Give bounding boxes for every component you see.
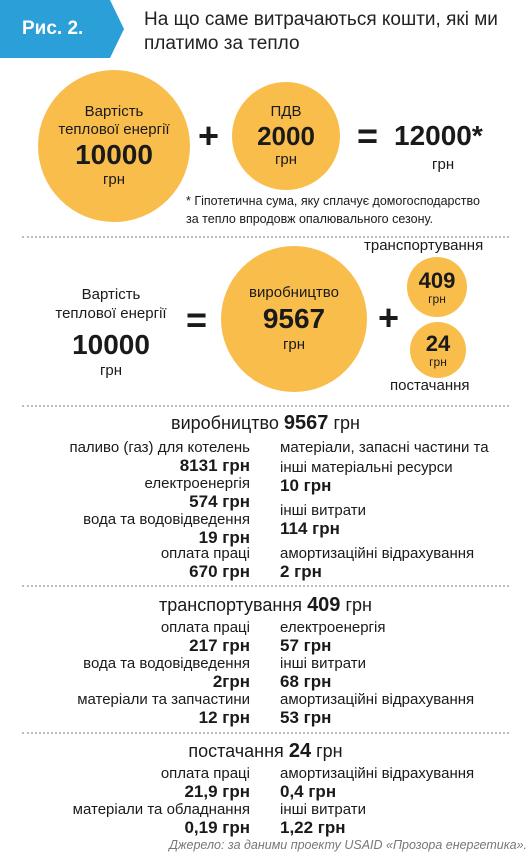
heat-cost-label-line1: Вартість [81, 286, 141, 303]
transport-title-unit: грн [345, 595, 372, 615]
electricity-value: 574 грн [189, 492, 250, 511]
transport-circle: 409 грн [407, 257, 467, 317]
transport-other-label: інші витрати [280, 655, 366, 672]
supply-depreciation-value: 0,4 грн [280, 782, 337, 801]
vat-unit: грн [274, 151, 298, 168]
divider [22, 585, 509, 587]
supply-other-value: 1,22 грн [280, 818, 346, 837]
depreciation-label: амортизаційні відрахування [280, 545, 475, 562]
transport-value: 409 [418, 267, 456, 293]
transport-section-title: транспортування 409 грн [0, 594, 531, 616]
supply-other-label: інші витрати [280, 801, 366, 818]
transport-water-label: вода та водовідведення [83, 655, 250, 672]
heat-cost-label-line2: теплової енергії [55, 305, 167, 322]
production-label: виробництво [249, 284, 339, 301]
supply-title-text: постачання [188, 741, 284, 761]
other-costs-label: інші витрати [280, 502, 366, 519]
fuel-label: паливо (газ) для котелень [69, 439, 250, 456]
divider [22, 236, 509, 238]
production-unit: грн [282, 336, 306, 353]
production-section-title: виробництво 9567 грн [0, 412, 531, 434]
production-value: 9567 [262, 303, 326, 334]
wages-label: оплата праці [160, 545, 250, 562]
footnote-line2: за тепло впродовж опалювального сезону. [186, 212, 433, 226]
vat-value: 2000 [257, 121, 315, 151]
heat-cost-label-line2: теплової енергії [58, 121, 170, 138]
wages-value: 670 грн [189, 562, 250, 581]
production-title-text: виробництво [171, 413, 279, 433]
supply-circle: 24 грн [410, 322, 466, 378]
vat-circle: ПДВ 2000 грн [232, 82, 340, 190]
plus-sign: + [198, 115, 220, 156]
supply-materials-label: матеріали та обладнання [72, 801, 250, 818]
production-title-unit: грн [333, 413, 360, 433]
footnote-line1: * Гіпотетична сума, яку сплачує домогосп… [186, 194, 480, 208]
water-value: 19 грн [198, 528, 250, 547]
transport-other-value: 68 грн [280, 672, 332, 691]
other-costs-value: 114 грн [280, 519, 340, 538]
figure-title-line1: На що саме витрачаються кошти, які ми [144, 9, 498, 30]
total-unit: грн [432, 156, 455, 173]
transport-materials-label: матеріали та запчастини [77, 691, 250, 708]
figure-label-arrow [110, 0, 124, 58]
supply-wages-label: оплата праці [160, 765, 250, 782]
source-note: Джерело: за даними проекту USAID «Прозор… [169, 838, 527, 852]
production-circle: виробництво 9567 грн [221, 246, 367, 392]
transport-electricity-label: електроенергія [280, 619, 386, 636]
supply-title-unit: грн [316, 741, 343, 761]
heat-cost-value: 10000 [72, 329, 150, 360]
plus-sign: + [378, 297, 400, 338]
equals-sign: = [186, 299, 208, 340]
production-title-value: 9567 [283, 412, 329, 434]
heat-cost-value: 10000 [75, 139, 153, 170]
supply-materials-value: 0,19 грн [184, 818, 250, 837]
supply-wages-value: 21,9 грн [184, 782, 250, 801]
transport-wages-label: оплата праці [160, 619, 250, 636]
figure-label: Рис. 2. [22, 18, 84, 39]
transport-depreciation-label: амортизаційні відрахування [280, 691, 475, 708]
figure-title-line2: платимо за тепло [144, 33, 300, 54]
transport-water-value: 2грн [212, 672, 250, 691]
supply-unit: грн [429, 354, 447, 369]
depreciation-value: 2 грн [280, 562, 322, 581]
supply-title-value: 24 [288, 740, 312, 762]
divider [22, 405, 509, 407]
supply-value: 24 [425, 330, 451, 356]
transport-title-text: транспортування [159, 595, 303, 615]
supply-depreciation-label: амортизаційні відрахування [280, 765, 475, 782]
heat-cost-circle: Вартість теплової енергії 10000 грн [38, 70, 190, 222]
transport-unit: грн [428, 291, 446, 306]
divider [22, 732, 509, 734]
transport-depreciation-value: 53 грн [280, 708, 332, 727]
water-label: вода та водовідведення [83, 511, 250, 528]
transport-title-value: 409 [307, 594, 341, 616]
electricity-label: електроенергія [144, 475, 250, 492]
heat-cost-unit: грн [99, 362, 123, 379]
transport-label: транспортування [364, 237, 484, 254]
supply-section-title: постачання 24 грн [0, 740, 531, 762]
equals-sign: = [357, 115, 379, 156]
materials-label-line2: інші матеріальні ресурси [280, 459, 453, 476]
figure-label-badge [0, 0, 110, 58]
heat-cost-label-line1: Вартість [84, 103, 144, 120]
transport-wages-value: 217 грн [189, 636, 250, 655]
materials-label-line1: матеріали, запасні частини та [280, 439, 489, 456]
materials-value: 10 грн [280, 476, 332, 495]
total-value: 12000* [394, 120, 483, 151]
fuel-value: 8131 грн [179, 456, 250, 475]
vat-label: ПДВ [270, 103, 302, 120]
transport-electricity-value: 57 грн [280, 636, 332, 655]
supply-label: постачання [390, 377, 470, 394]
transport-materials-value: 12 грн [198, 708, 250, 727]
heat-cost-unit: грн [102, 171, 126, 188]
